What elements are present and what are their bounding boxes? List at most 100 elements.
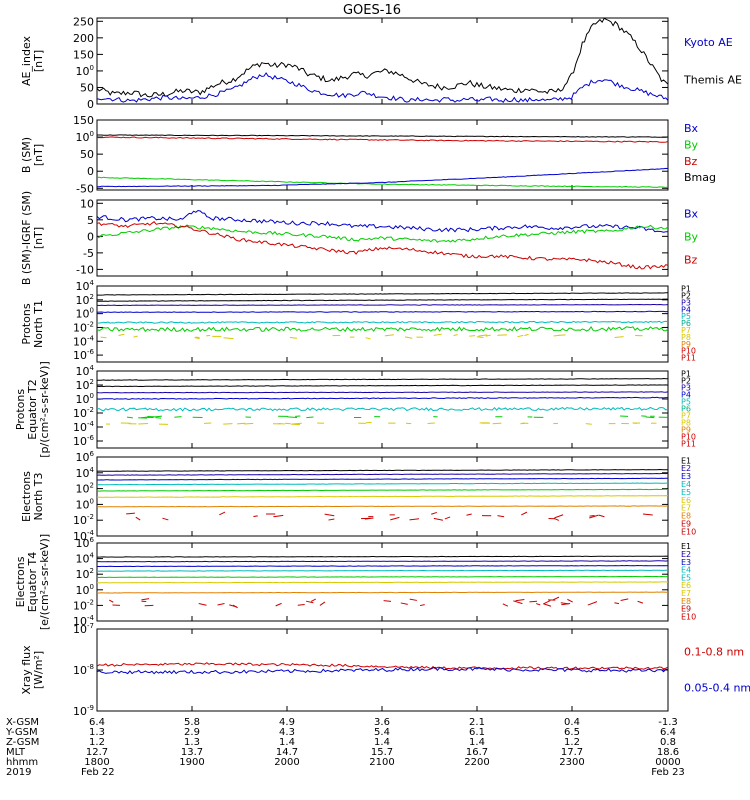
series-E9 [431, 511, 437, 515]
series-P7 [524, 333, 529, 336]
series-P6 [645, 416, 655, 419]
x-table-cell: 0000 [655, 757, 680, 768]
series-E9 [642, 513, 653, 516]
x-table-cell: 0.8 [660, 737, 676, 748]
series-E9 [319, 601, 326, 606]
series-P7 [427, 422, 435, 424]
series-E9 [219, 511, 226, 516]
series-P6 [306, 416, 314, 419]
series-P7 [194, 336, 200, 340]
y-tick-label: 10-2 [73, 406, 94, 420]
x-table-cell: 1800 [84, 757, 109, 768]
y-axis-label: Equator T4 [26, 552, 39, 612]
series-P7 [433, 333, 442, 336]
legend-entry: E7 [681, 589, 691, 598]
legend-entry: Themis AE [683, 73, 742, 86]
y-tick-label: 100 [76, 497, 94, 511]
y-tick-label: 100 [76, 130, 94, 144]
series-Bmag [97, 134, 669, 138]
series-P7 [585, 423, 592, 425]
series-E7 [96, 505, 669, 508]
y-axis-label: Equator T2 [26, 379, 39, 439]
series-P7 [292, 422, 302, 425]
y-tick-label: 150 [73, 48, 94, 61]
legend-entry: E2 [681, 550, 691, 559]
x-row-label: MLT [6, 747, 26, 758]
series-E9 [433, 517, 444, 521]
y-tick-label: 102 [76, 293, 94, 307]
series-E9 [567, 598, 573, 603]
legend-entry: By [684, 138, 699, 151]
series-E9 [614, 602, 620, 605]
series-E9 [598, 514, 605, 518]
series-P7 [118, 333, 125, 337]
legend-entry: Kyoto AE [684, 36, 733, 49]
legend: Bx By Bz [684, 207, 699, 266]
y-tick-label: 102 [76, 567, 94, 581]
series-P7 [365, 421, 372, 424]
y-axis-label: [e/(cm²-s-sr-keV)] [38, 534, 51, 630]
legend-entry: P8 [681, 333, 691, 342]
legend: Kyoto AE Themis AE [683, 36, 742, 86]
series-E4 [96, 569, 668, 572]
series-0.1-0.8-nm [96, 662, 669, 670]
panel-frame [96, 285, 669, 363]
legend-entry: P6 [681, 319, 691, 328]
series-E9 [560, 602, 569, 605]
legend-entry: E5 [681, 573, 691, 582]
series-E9 [543, 600, 551, 605]
y-tick-label: 0 [87, 230, 94, 243]
series-P6 [96, 325, 669, 333]
series-P4 [96, 396, 668, 400]
y-axis-label: North T1 [32, 300, 45, 348]
y-tick-label: 10-4 [73, 529, 95, 543]
x-table-cell: Feb 23 [651, 767, 685, 778]
y-axis-label: [nT] [32, 50, 45, 72]
series-Bx [97, 167, 669, 188]
series-E9 [529, 600, 538, 603]
legend-entry: E9 [681, 605, 691, 614]
x-table-cell: 2.9 [184, 727, 200, 738]
x-table-cell: 1900 [179, 757, 204, 768]
series-P7 [485, 334, 491, 337]
panel-frame [96, 370, 669, 449]
series-P6 [287, 416, 298, 419]
y-tick-label: 104 [76, 279, 95, 293]
legend-entry: P10 [681, 433, 696, 442]
series-E9 [587, 601, 598, 606]
x-table-cell: 1.4 [279, 737, 295, 748]
series-E3 [97, 564, 669, 568]
y-tick-label: 0 [87, 98, 94, 111]
legend-entry: P6 [681, 405, 691, 414]
legend-entry: E2 [681, 464, 691, 473]
y-tick-label: 100 [76, 307, 94, 321]
x-table-cell: 4.9 [279, 717, 295, 728]
series-E9 [543, 603, 552, 607]
legend-entry: Bz [684, 253, 698, 266]
y-tick-label: 10-4 [73, 334, 95, 348]
series-E9 [273, 514, 284, 518]
legend-entry: P3 [681, 384, 691, 393]
series-P7 [365, 337, 371, 340]
x-row-label: Y-GSM [5, 727, 38, 738]
y-tick-label: 10 [80, 197, 94, 210]
x-table-cell: 3.6 [374, 717, 390, 728]
series-E9 [383, 600, 392, 602]
legend: 0.1-0.8 nm 0.05-0.4 nm [684, 646, 750, 695]
y-tick-label: 10-8 [73, 663, 94, 677]
series-E9 [589, 515, 595, 517]
x-table-cell: 13.7 [181, 747, 203, 758]
x-table-cell: 15.7 [371, 747, 393, 758]
series-P2 [96, 298, 668, 302]
series-E6 [96, 581, 669, 584]
series-E5 [96, 488, 669, 492]
series-E2 [97, 560, 669, 563]
x-table-cell: 18.6 [657, 747, 679, 758]
legend-entry: E6 [681, 496, 691, 505]
x-table-cell: 14.7 [276, 747, 298, 758]
series-P5 [96, 320, 669, 324]
y-tick-label: 10-6 [73, 348, 95, 362]
